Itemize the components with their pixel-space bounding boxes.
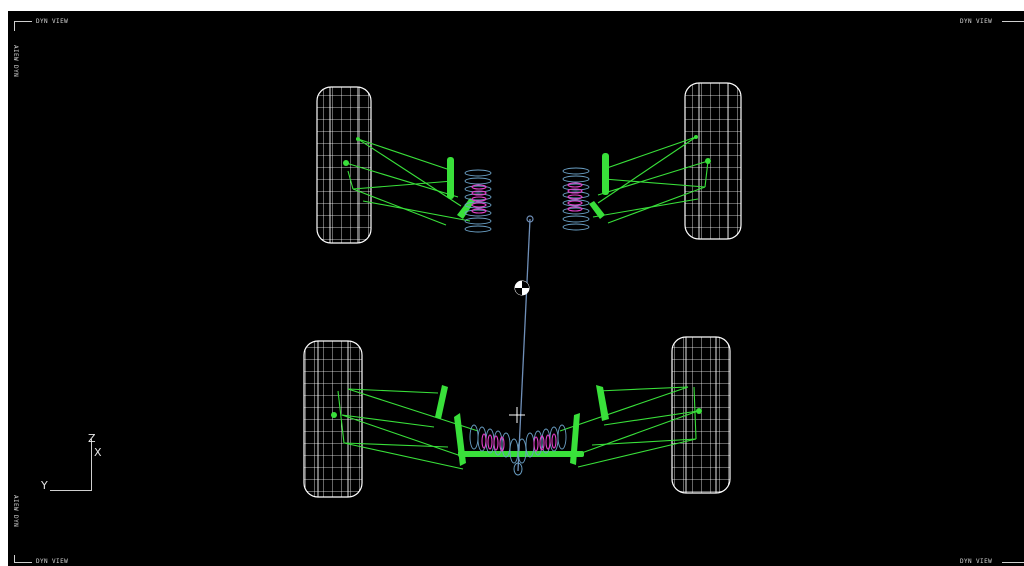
top-left-frame-tick [14, 21, 15, 31]
suspension-model[interactable] [8, 11, 1024, 566]
triad-horizontal-axis [50, 490, 92, 491]
bottom-left-frame-line [14, 562, 32, 563]
crosshair-icon [509, 407, 525, 423]
rear-left-coil-spring[interactable] [469, 424, 519, 464]
bottom-left-view-label: DYN VIEW [36, 558, 69, 565]
rear-left-wheel[interactable] [303, 340, 363, 498]
front-left-suspension[interactable] [343, 137, 492, 233]
top-left-frame-line [14, 21, 32, 22]
triad-y-label: Y [41, 479, 48, 492]
graphics-viewport[interactable]: DYN VIEW DYN VIEW DYN VIEW DYN VIEW AIEW… [8, 11, 1024, 566]
center-of-gravity-icon[interactable] [514, 280, 530, 296]
bottom-right-frame-line [1002, 562, 1024, 563]
front-left-coil-spring[interactable] [464, 169, 492, 233]
rear-suspension[interactable] [331, 385, 702, 476]
rear-right-coil-spring[interactable] [517, 424, 567, 464]
bottom-left-frame-tick [14, 555, 15, 563]
top-right-view-label: DYN VIEW [960, 18, 993, 25]
rear-differential-joint[interactable] [513, 462, 523, 476]
rear-axle-beam[interactable] [458, 451, 584, 457]
front-right-coil-spring[interactable] [562, 167, 590, 231]
rear-right-wheel[interactable] [671, 336, 731, 494]
triad-z-label: Z [88, 432, 96, 445]
top-right-frame-line [1002, 21, 1024, 22]
bottom-right-view-label: DYN VIEW [960, 558, 993, 565]
front-right-suspension[interactable] [562, 135, 711, 231]
front-right-wheel[interactable] [684, 82, 742, 240]
top-left-view-label: DYN VIEW [36, 18, 69, 25]
triad-vertical-axis [91, 439, 92, 491]
steering-axis[interactable] [517, 215, 534, 472]
coordinate-triad-icon: Z X Y [38, 431, 108, 501]
triad-x-label: X [94, 446, 102, 459]
